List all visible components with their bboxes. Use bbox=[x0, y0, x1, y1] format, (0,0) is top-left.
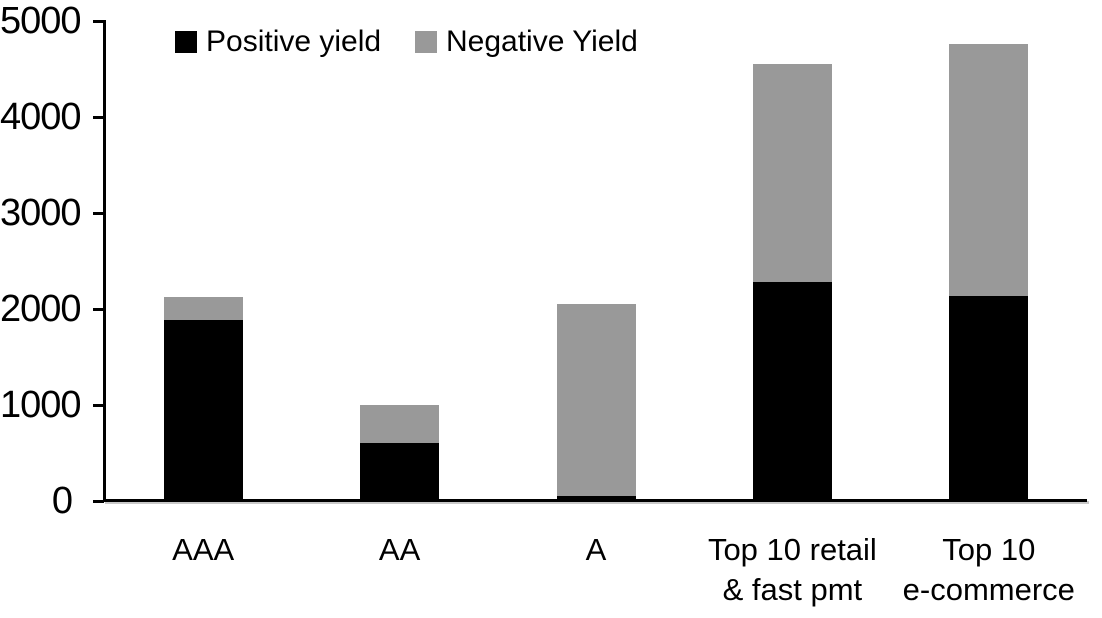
legend-swatch-negative-yield-icon bbox=[415, 31, 437, 53]
bar-a bbox=[556, 304, 636, 501]
y-tick-0 bbox=[93, 499, 104, 503]
bar-top-10-e-commerce bbox=[949, 44, 1029, 501]
y-tick-label-4000: 4000 bbox=[0, 96, 82, 138]
bar-top-10-e-commerce-negative-yield-segment bbox=[949, 44, 1029, 296]
y-tick-3000 bbox=[93, 211, 104, 215]
y-tick-label-0: 0 bbox=[51, 480, 73, 522]
y-tick-label-2000: 2000 bbox=[0, 288, 82, 330]
bar-top-10-e-commerce-positive-yield-segment bbox=[949, 295, 1029, 501]
y-tick-label-5000: 5000 bbox=[0, 0, 82, 42]
legend-swatch-positive-yield-icon bbox=[175, 31, 197, 53]
x-axis-label-aaa: AAA bbox=[172, 532, 235, 567]
bar-aa-positive-yield-segment bbox=[360, 443, 440, 501]
bar-a-negative-yield-segment bbox=[556, 304, 636, 497]
bar-aa bbox=[360, 405, 440, 501]
y-tick-4000 bbox=[93, 115, 104, 119]
y-tick-label-3000: 3000 bbox=[0, 192, 82, 234]
legend-label-negative-yield: Negative Yield bbox=[446, 25, 638, 58]
y-tick-2000 bbox=[93, 307, 104, 311]
y-tick-label-1000: 1000 bbox=[0, 384, 82, 426]
x-axis-label-top-10-e-commerce: Top 10 e-commerce bbox=[902, 532, 1075, 607]
legend-item-positive-yield: Positive yield bbox=[175, 24, 381, 60]
x-axis-label-top-10-retail-fast-pmt: Top 10 retail & fast pmt bbox=[707, 532, 877, 607]
bar-aa-negative-yield-segment bbox=[360, 405, 440, 444]
x-axis-label-a: A bbox=[585, 532, 607, 567]
bar-aaa-positive-yield-segment bbox=[163, 319, 243, 501]
y-tick-1000 bbox=[93, 403, 104, 407]
y-tick-5000 bbox=[93, 19, 104, 23]
bar-aaa-negative-yield-segment bbox=[163, 297, 243, 320]
bar-top-10-retail-fast-pmt bbox=[752, 64, 832, 501]
bar-top-10-retail-fast-pmt-negative-yield-segment bbox=[752, 64, 832, 283]
legend-item-negative-yield: Negative Yield bbox=[415, 24, 638, 60]
y-axis-line bbox=[103, 20, 106, 502]
x-axis-line bbox=[103, 499, 1087, 502]
bar-aaa bbox=[163, 297, 243, 501]
bar-a-positive-yield-segment bbox=[556, 496, 636, 501]
chart-legend: Positive yield Negative Yield bbox=[0, 24, 1102, 60]
x-axis-label-aa: AA bbox=[378, 532, 421, 567]
bar-top-10-retail-fast-pmt-positive-yield-segment bbox=[752, 282, 832, 501]
legend-label-positive-yield: Positive yield bbox=[206, 25, 382, 58]
